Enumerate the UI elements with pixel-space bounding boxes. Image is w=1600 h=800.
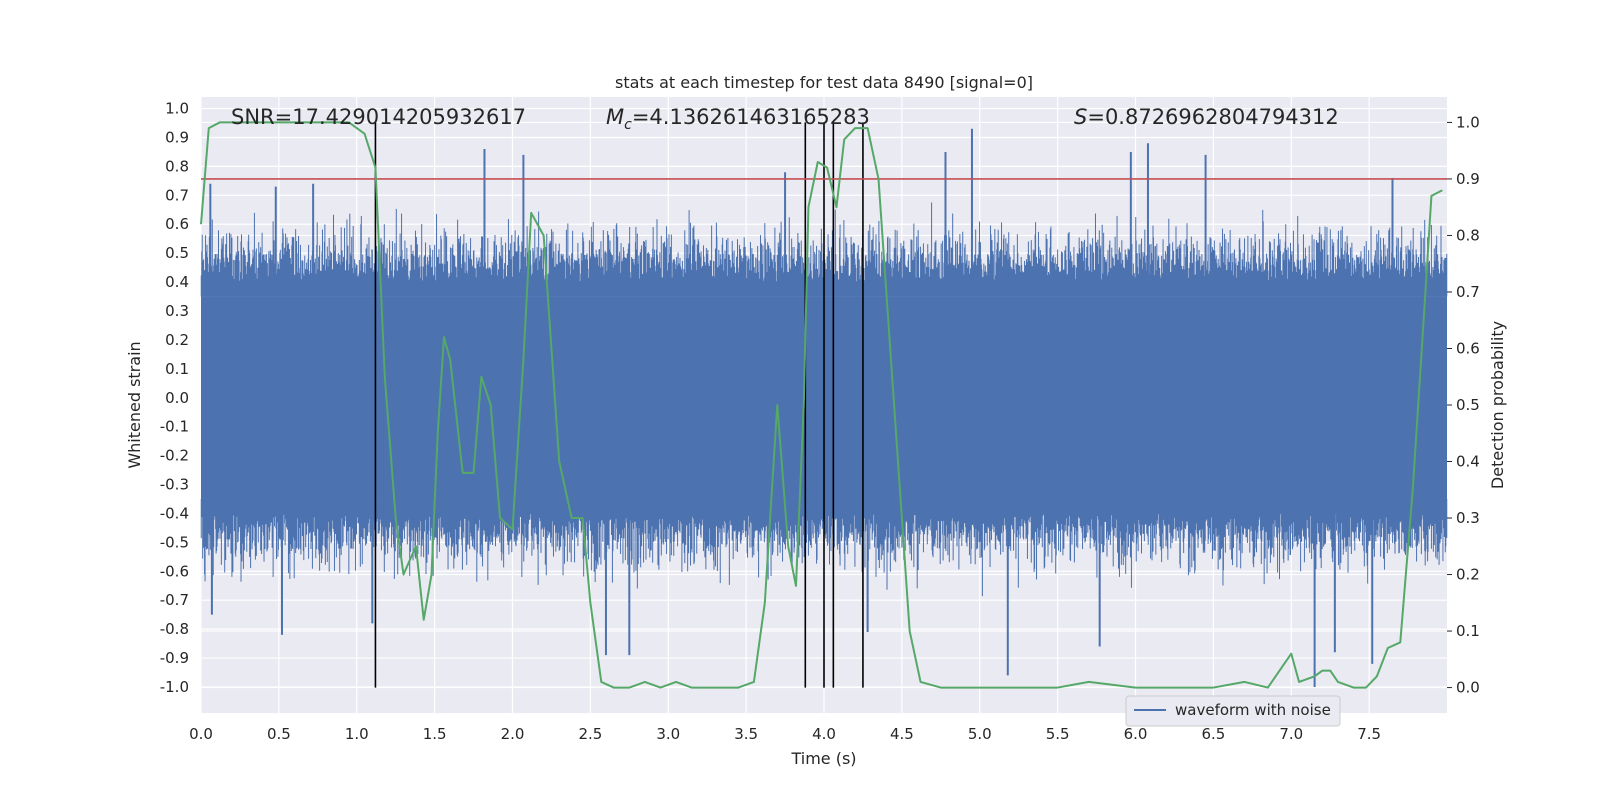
x-axis-label: Time (s) [790, 749, 856, 768]
y2-tick-label: 0.5 [1456, 396, 1480, 414]
snr-label: SNR [231, 105, 275, 129]
y-tick-label: 0.6 [165, 215, 189, 233]
probability-line [200, 121, 1443, 689]
x-tick-label: 2.5 [578, 725, 602, 743]
y-tick-label: -0.7 [160, 591, 189, 609]
legend: waveform with noise [1125, 695, 1341, 727]
y2-tick-label: 0.6 [1456, 339, 1480, 357]
x-tick-label: 5.5 [1046, 725, 1070, 743]
annotation-s: S=0.8726962804794312 [1074, 105, 1339, 129]
y-axis-label: Whitened strain [125, 341, 144, 468]
y-tick-label: -0.1 [160, 418, 189, 436]
y2-tick-label: 0.7 [1456, 283, 1480, 301]
annotation-mc: Mc=4.136261463165283 [606, 105, 870, 133]
y-tick-label: -0.4 [160, 504, 189, 522]
mc-value: =4.136261463165283 [632, 105, 870, 129]
y-tick-label: -0.3 [160, 476, 189, 494]
y2-tick-label: 0.1 [1456, 622, 1480, 640]
legend-box [1125, 695, 1341, 727]
y-tick-label: 0.0 [165, 389, 189, 407]
x-tick-label: 0.5 [267, 725, 291, 743]
y-tick-label: 0.3 [165, 302, 189, 320]
y-tick-label: 0.1 [165, 360, 189, 378]
waveform-upper-noise [200, 202, 1448, 297]
x-tick-label: 3.0 [656, 725, 680, 743]
snr-value: =17.429014205932617 [275, 105, 526, 129]
s-value: =0.8726962804794312 [1087, 105, 1338, 129]
x-tick-label: 1.5 [423, 725, 447, 743]
y-tick-label: 0.7 [165, 186, 189, 204]
y-tick-label: -0.2 [160, 447, 189, 465]
y-tick-label: -0.8 [160, 620, 189, 638]
x-tick-label: 6.0 [1124, 725, 1148, 743]
y-tick-label: 0.9 [165, 128, 189, 146]
x-tick-label: 7.5 [1357, 725, 1381, 743]
x-tick-label: 6.5 [1201, 725, 1225, 743]
y2-tick-label: 0.8 [1456, 226, 1480, 244]
mc-symbol: M [606, 105, 624, 129]
s-symbol: S [1074, 105, 1087, 129]
waveform-lower-noise [200, 498, 1448, 597]
y2-tick-label: 0.3 [1456, 509, 1480, 527]
probability-series [200, 121, 1443, 689]
y2-tick-label: 0.2 [1456, 566, 1480, 584]
annotation-snr: SNR=17.429014205932617 [231, 105, 526, 129]
y2-tick-label: 0.4 [1456, 453, 1480, 471]
x-tick-label: 5.0 [968, 725, 992, 743]
y2-tick-label: 0.9 [1456, 170, 1480, 188]
vertical-event-lines [374, 122, 864, 688]
legend-label: waveform with noise [1175, 701, 1331, 719]
x-tick-label: 0.0 [189, 725, 213, 743]
y-tick-label: 0.5 [165, 244, 189, 262]
x-tick-label: 1.0 [345, 725, 369, 743]
y-tick-label: -1.0 [160, 678, 189, 696]
y-tick-label: 0.2 [165, 331, 189, 349]
y-tick-label: 0.4 [165, 273, 189, 291]
x-tick-label: 3.5 [734, 725, 758, 743]
x-tick-label: 4.0 [812, 725, 836, 743]
y2-tick-label: 1.0 [1456, 113, 1480, 131]
chart-title: stats at each timestep for test data 849… [615, 73, 1033, 92]
x-tick-label: 4.5 [890, 725, 914, 743]
y-tick-label: -0.5 [160, 533, 189, 551]
axis-ticks: 0.0 0.5 1.0 1.5 2.0 2.5 3.0 3.5 4.0 4.5 5.0 5.5 6.0 6… [160, 100, 1480, 743]
y2-axis-label: Detection probability [1488, 321, 1507, 489]
y-tick-label: -0.6 [160, 562, 189, 580]
y2-tick-label: 0.0 [1456, 679, 1480, 697]
x-tick-label: 2.0 [501, 725, 525, 743]
y-tick-label: -0.9 [160, 649, 189, 667]
y-tick-label: 1.0 [165, 100, 189, 118]
x-tick-label: 7.0 [1279, 725, 1303, 743]
mc-subscript: c [624, 117, 632, 133]
y-tick-label: 0.8 [165, 157, 189, 175]
